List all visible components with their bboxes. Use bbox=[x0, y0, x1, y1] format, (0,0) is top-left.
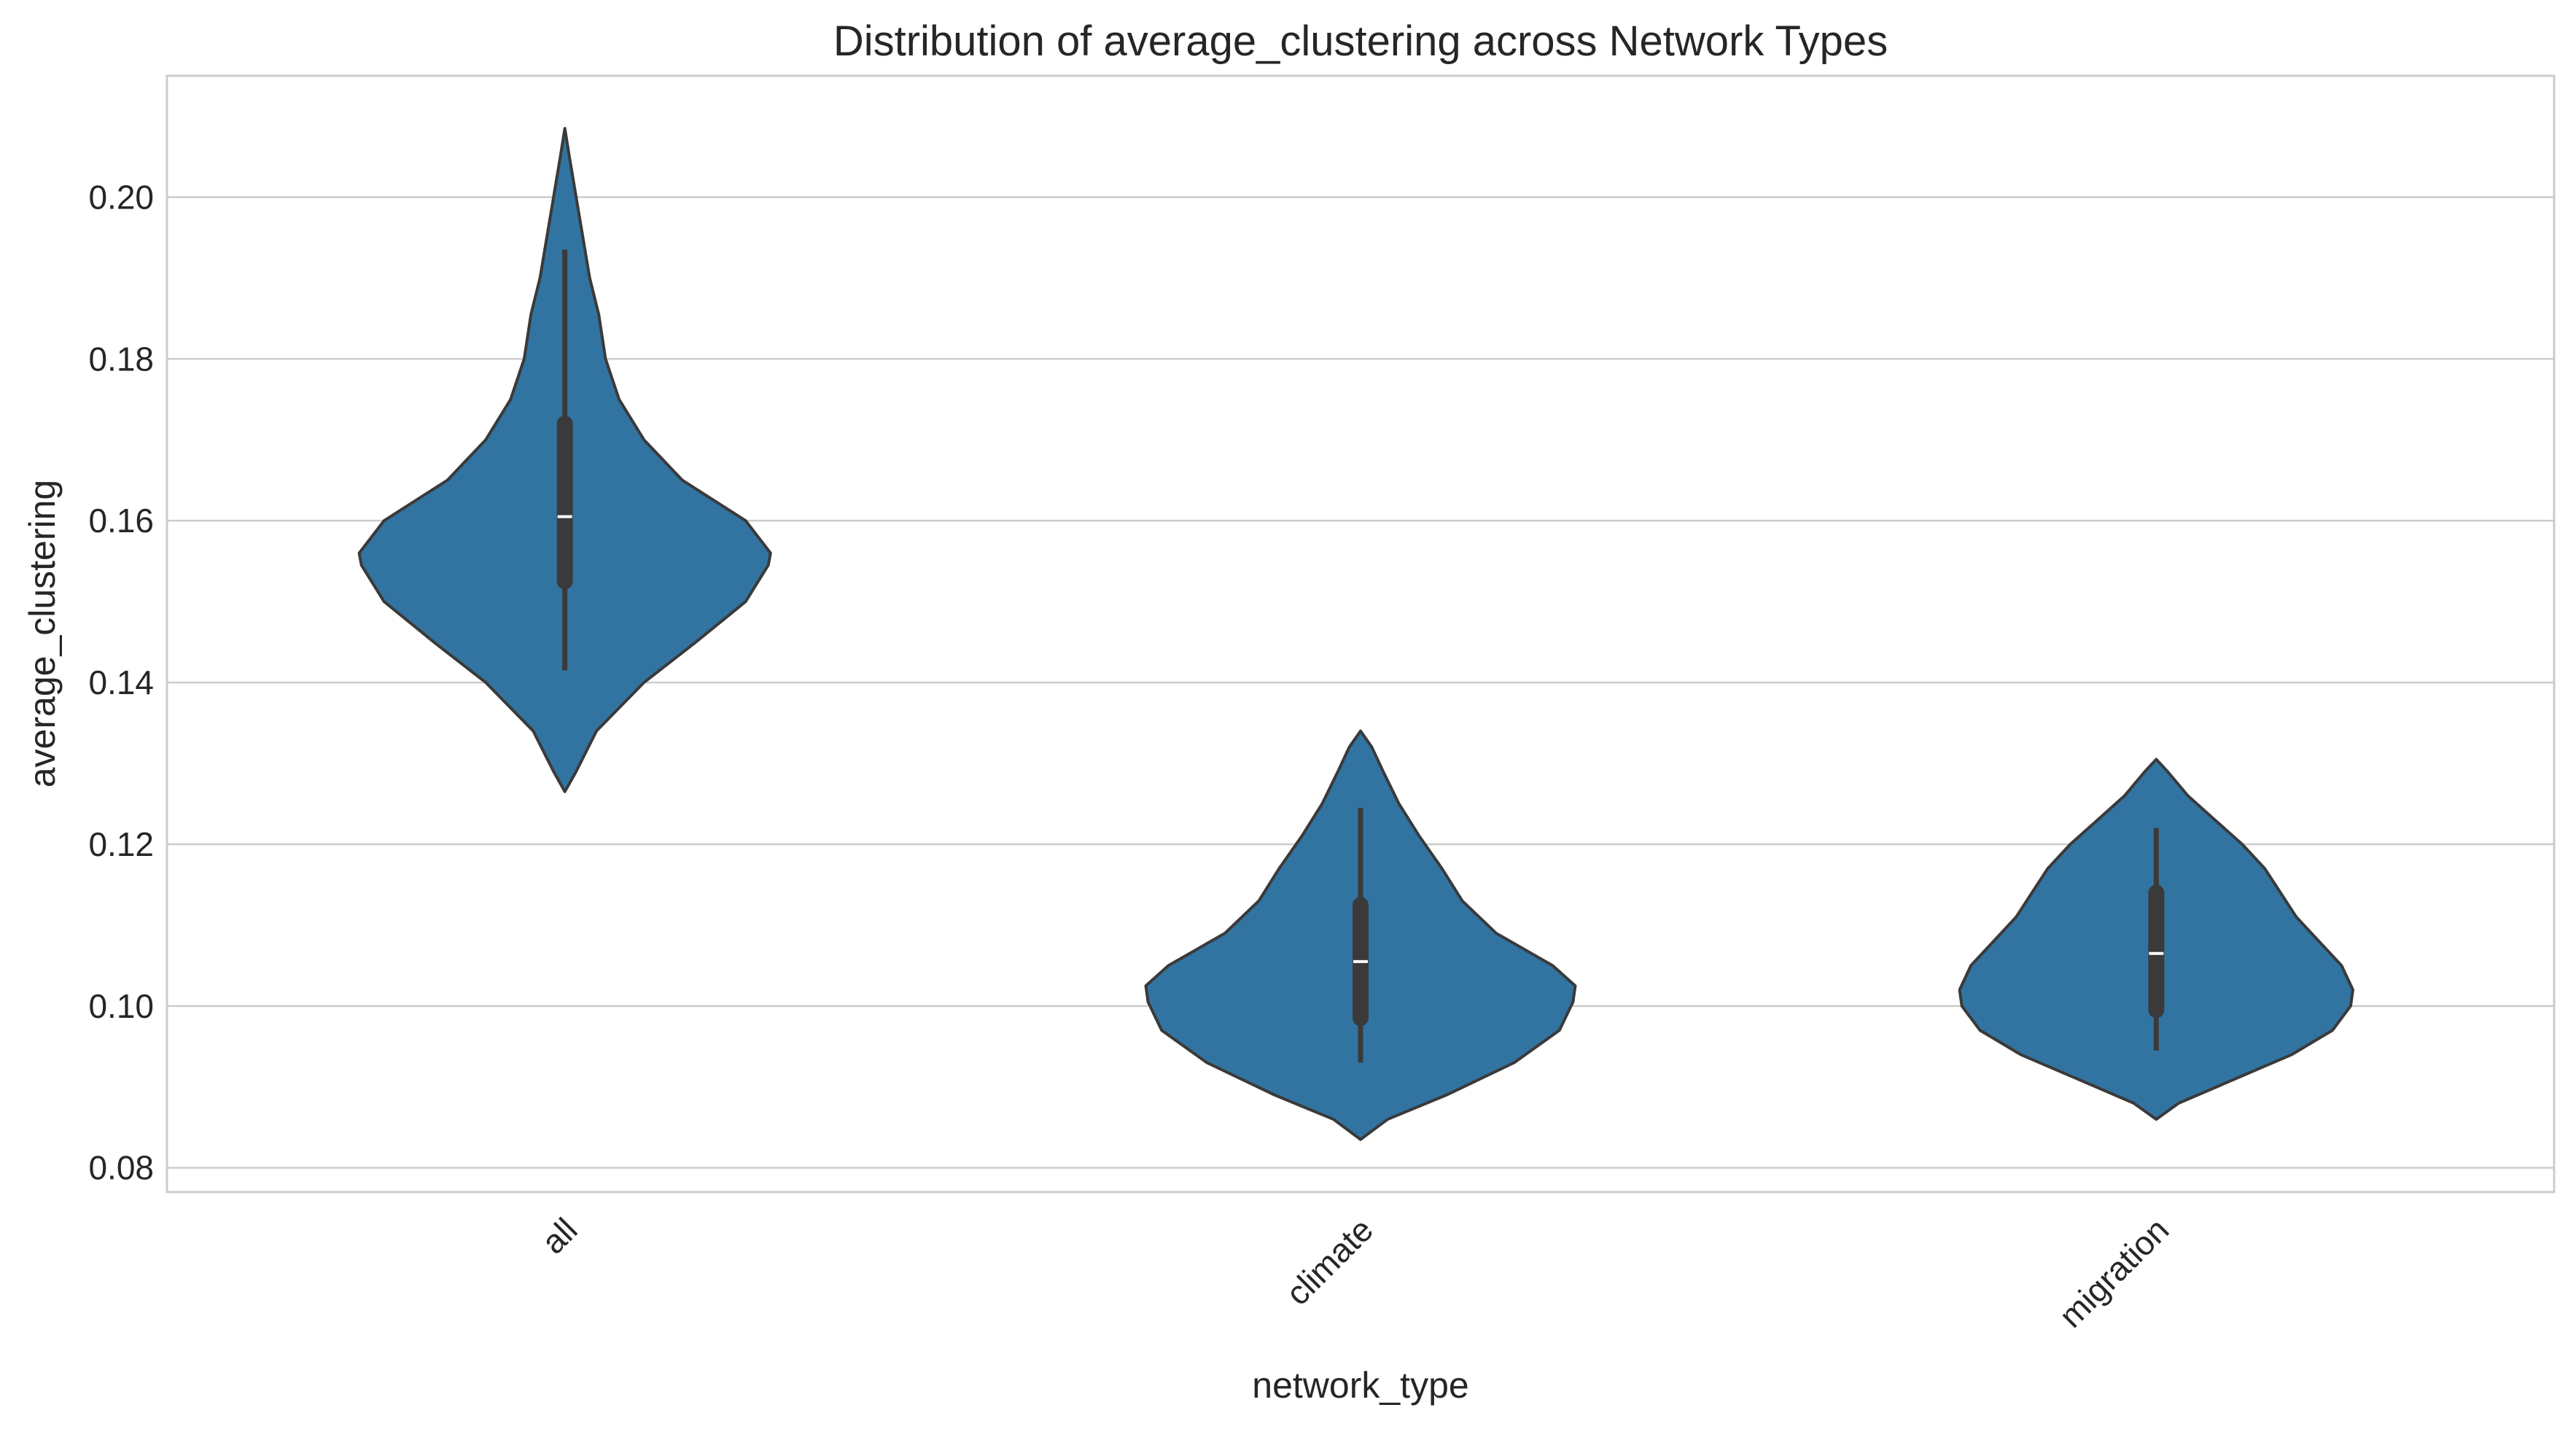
x-tick-label: climate bbox=[1278, 1210, 1380, 1312]
y-tick-label: 0.16 bbox=[88, 502, 154, 540]
y-tick-label: 0.08 bbox=[88, 1149, 154, 1187]
x-axis-label: network_type bbox=[1252, 1365, 1468, 1406]
violin-layer bbox=[357, 127, 2354, 1141]
plot-area-frame bbox=[166, 74, 2556, 1194]
x-tick-label: migration bbox=[2052, 1210, 2176, 1335]
y-tick-label: 0.18 bbox=[88, 340, 154, 378]
x-tick-labels: all climate migration bbox=[534, 1210, 2176, 1335]
y-tick-label: 0.20 bbox=[88, 178, 154, 216]
chart-title: Distribution of average_clustering acros… bbox=[833, 17, 1888, 65]
y-axis-label: average_clustering bbox=[22, 480, 63, 788]
y-tick-label: 0.14 bbox=[88, 663, 154, 701]
y-tick-label: 0.10 bbox=[88, 987, 154, 1025]
y-tick-label: 0.12 bbox=[88, 825, 154, 863]
x-tick-label: all bbox=[534, 1210, 584, 1261]
y-tick-labels: 0.08 0.10 0.12 0.14 0.16 0.18 0.20 bbox=[88, 178, 154, 1186]
